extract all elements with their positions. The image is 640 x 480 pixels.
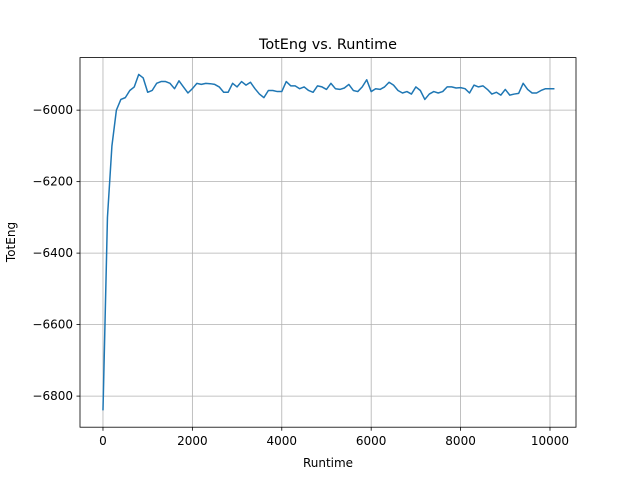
x-tick-label: 8000 <box>445 434 476 448</box>
y-tick-label: −6000 <box>32 103 73 117</box>
x-tick-label: 6000 <box>356 434 387 448</box>
y-tick-label: −6400 <box>32 246 73 260</box>
y-tick-label: −6600 <box>32 318 73 332</box>
x-tick-label: 10000 <box>531 434 569 448</box>
y-tick-label: −6200 <box>32 175 73 189</box>
x-axis-label: Runtime <box>303 456 353 470</box>
y-axis-label: TotEng <box>4 222 18 263</box>
x-tick-label: 4000 <box>267 434 298 448</box>
chart-title: TotEng vs. Runtime <box>258 37 397 53</box>
y-tick-label: −6800 <box>32 389 73 403</box>
data-line <box>102 73 555 411</box>
x-tick-label: 0 <box>99 434 107 448</box>
plot-frame <box>79 57 577 428</box>
x-tick-label: 2000 <box>177 434 208 448</box>
